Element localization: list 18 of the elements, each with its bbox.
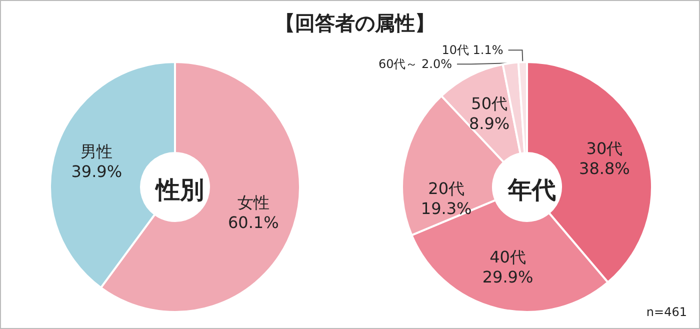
data-label: 19.3% <box>420 199 472 218</box>
text: 性別 <box>154 176 204 204</box>
data-label: 39.9% <box>71 162 122 181</box>
data-label: 38.8% <box>579 159 630 178</box>
slice-label: 60代～ 2.0% <box>378 57 452 72</box>
slice-label: 女性 <box>237 193 270 212</box>
slice-label: 30代 <box>586 139 623 158</box>
slice-label: 20代 <box>428 179 464 198</box>
data-label: 29.9% <box>482 268 534 287</box>
text: 【回答者の属性】 <box>275 11 435 35</box>
slice-label: 男性 <box>80 142 113 161</box>
slice-label: 40代 <box>490 248 526 267</box>
slice-label: 50代 <box>471 94 508 114</box>
text: n=461 <box>646 305 688 319</box>
data-label: 8.9% <box>468 114 510 134</box>
text: 年代 <box>507 176 556 204</box>
slice-label: 10代 1.1% <box>442 43 504 58</box>
data-label: 60.1% <box>228 213 279 232</box>
